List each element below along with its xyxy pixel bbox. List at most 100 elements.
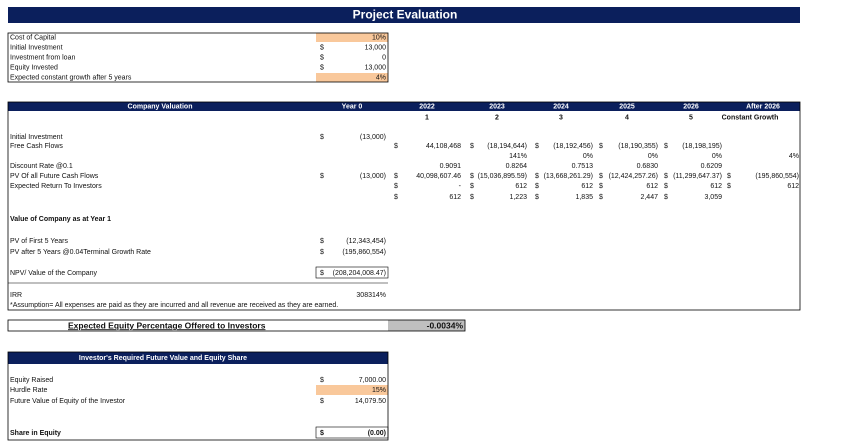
cell: $ <box>664 194 668 201</box>
cell: (13,668,261.29) <box>544 173 593 180</box>
value: 10% <box>372 34 386 41</box>
row-label: Value of Company as at Year 1 <box>10 216 111 223</box>
cell: 2,447 <box>640 194 658 201</box>
cell: (195,860,554) <box>755 173 799 180</box>
column-subheader: 1 <box>425 114 429 121</box>
column-subheader: 5 <box>689 114 693 121</box>
cell: 44,108,468 <box>426 143 461 150</box>
cell: 612 <box>581 183 593 190</box>
value: 7,000.00 <box>359 377 386 384</box>
cell: $ <box>394 194 398 201</box>
cell: $ <box>320 173 324 180</box>
investor-header-bar <box>8 352 388 364</box>
cell: $ <box>470 173 474 180</box>
cell: $ <box>470 194 474 201</box>
cell: 4% <box>789 153 799 160</box>
equity-offer-label: Expected Equity Percentage Offered to In… <box>68 320 266 330</box>
column-header: Company Valuation <box>128 103 193 110</box>
highlight-cell <box>316 385 388 395</box>
cell: (13,000) <box>360 173 386 180</box>
row-label: Initial Investment <box>10 44 63 51</box>
row-label: PV after 5 Years @0.04Terminal Growth Ra… <box>10 249 151 256</box>
cell: $ <box>599 143 603 150</box>
equity-offer-value: -0.0034% <box>427 320 464 330</box>
cell: (12,343,454) <box>346 238 386 245</box>
cell: 141% <box>509 153 527 160</box>
cell: $ <box>470 143 474 150</box>
cell: 308314% <box>356 292 386 299</box>
title: Project Evaluation <box>353 8 458 22</box>
value: 14,079.50 <box>355 398 386 405</box>
currency: $ <box>320 44 324 51</box>
cell: 0.6209 <box>701 163 723 170</box>
row-label: PV Of all Future Cash Flows <box>10 173 99 180</box>
valuation-box <box>7 101 801 311</box>
value: 4% <box>376 74 386 81</box>
cell: - <box>459 183 462 190</box>
cell: 3,059 <box>704 194 722 201</box>
cell: 612 <box>515 183 527 190</box>
equity-offer-box <box>7 319 466 332</box>
column-subheader: 4 <box>625 114 629 121</box>
column-header: 2025 <box>619 103 635 110</box>
cell: (18,194,644) <box>487 143 527 150</box>
row-label: Expected constant growth after 5 years <box>10 74 132 81</box>
cell: 612 <box>710 183 722 190</box>
row-label: *Assumption= All expenses are paid as th… <box>10 302 338 309</box>
cell: $ <box>470 183 474 190</box>
column-header: After 2026 <box>746 103 780 110</box>
cell: (13,000) <box>360 134 386 141</box>
cell: $ <box>535 143 539 150</box>
column-header: 2026 <box>683 103 699 110</box>
header-bar <box>8 102 800 111</box>
column-subheader: Constant Growth <box>722 114 779 121</box>
cell: (12,424,257.26) <box>609 173 658 180</box>
column-header: 2023 <box>489 103 505 110</box>
cell: $ <box>599 183 603 190</box>
row-label: Investment from loan <box>10 54 75 61</box>
row-label: Equity Invested <box>10 64 58 71</box>
currency: $ <box>320 398 324 405</box>
cell: $ <box>320 249 324 256</box>
cell: 0.7513 <box>572 163 594 170</box>
cell: 0.9091 <box>440 163 462 170</box>
value: 15% <box>372 387 386 394</box>
cell: $ <box>320 134 324 141</box>
inputs-box <box>7 32 389 83</box>
cell: (208,204,008.47) <box>333 270 386 277</box>
cell: 0.8264 <box>506 163 528 170</box>
currency: $ <box>320 377 324 384</box>
cell: 40,098,607.46 <box>416 173 461 180</box>
investor-title: Investor's Required Future Value and Equ… <box>79 355 247 362</box>
cell: 1,223 <box>509 194 527 201</box>
row-label: Cost of Capital <box>10 34 56 41</box>
cell: 612 <box>787 183 799 190</box>
cell: (18,190,355) <box>618 143 658 150</box>
highlight-cell <box>316 33 388 42</box>
share-cell <box>315 426 389 439</box>
cell: $ <box>535 194 539 201</box>
cell: 1,835 <box>575 194 593 201</box>
currency: $ <box>320 64 324 71</box>
cell: 0% <box>648 153 658 160</box>
cell: $ <box>394 143 398 150</box>
column-header: Year 0 <box>342 103 363 110</box>
value: 13,000 <box>365 44 387 51</box>
cell: 0.6830 <box>637 163 659 170</box>
cell: $ <box>535 173 539 180</box>
currency: $ <box>320 54 324 61</box>
cell: 612 <box>449 194 461 201</box>
cell: 0% <box>712 153 722 160</box>
row-label: IRR <box>10 292 22 299</box>
cell: $ <box>664 183 668 190</box>
row-label: PV of First 5 Years <box>10 238 68 245</box>
cell: $ <box>394 173 398 180</box>
cell: $ <box>394 183 398 190</box>
row-label: Equity Raised <box>10 377 53 384</box>
row-label: NPV/ Value of the Company <box>10 270 98 277</box>
row-label: Future Value of Equity of the Investor <box>10 398 126 405</box>
row-label: Share in Equity <box>10 430 61 437</box>
cell: (195,860,554) <box>342 249 386 256</box>
currency: $ <box>320 430 324 437</box>
